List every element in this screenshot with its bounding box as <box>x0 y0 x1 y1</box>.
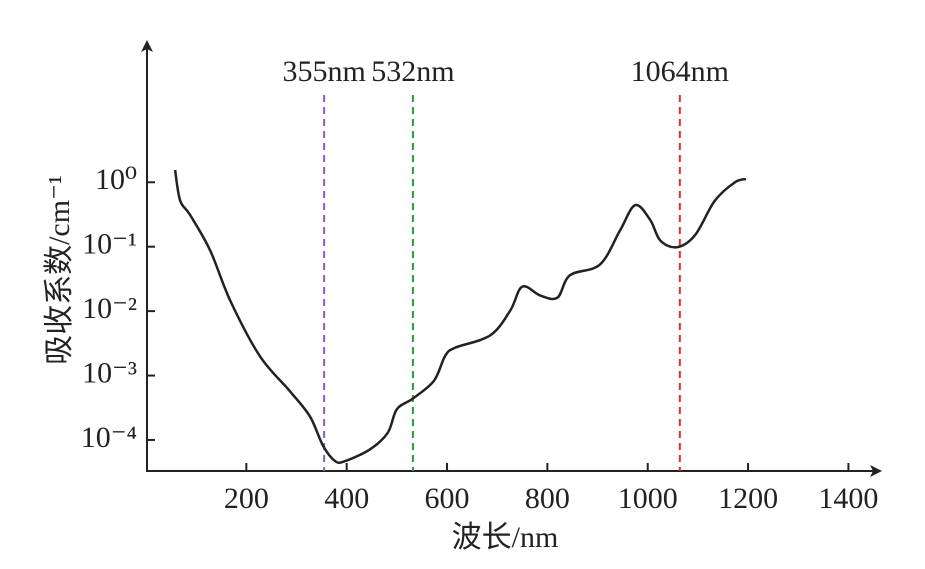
x-tick-label: 1200 <box>718 482 778 515</box>
marker-label: 532nm <box>371 55 454 88</box>
marker-label: 355nm <box>282 55 365 88</box>
y-tick-label: 10⁻⁴ <box>81 421 137 454</box>
y-tick-label: 10⁻² <box>82 292 137 325</box>
y-tick-label: 10⁰ <box>95 163 137 196</box>
x-tick-label: 200 <box>224 482 269 515</box>
x-tick-label: 1000 <box>618 482 678 515</box>
marker-label: 1064nm <box>631 55 729 88</box>
x-tick-label: 400 <box>324 482 369 515</box>
y-tick-label: 10⁻³ <box>82 356 137 389</box>
data-line <box>173 169 747 465</box>
x-tick-label: 800 <box>525 482 570 515</box>
x-tick-label: 600 <box>425 482 470 515</box>
y-tick-label: 10⁻¹ <box>82 228 137 261</box>
x-axis-title: 波长/nm <box>452 521 559 554</box>
x-tick-label: 1400 <box>818 482 878 515</box>
y-axis-title: 吸收系数/cm⁻¹ <box>43 175 76 365</box>
